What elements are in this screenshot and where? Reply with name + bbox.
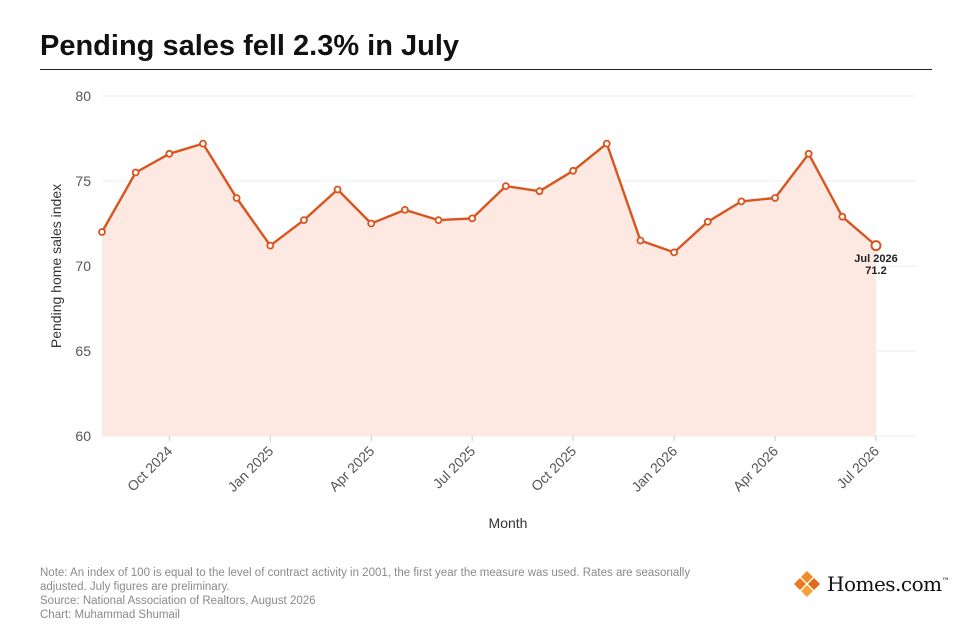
homes-logo: Homes.com™	[793, 570, 950, 598]
note-line-1: Note: An index of 100 is equal to the le…	[40, 567, 691, 579]
x-tick-label: Apr 2025	[326, 443, 378, 495]
data-point	[165, 149, 174, 158]
data-point	[232, 194, 241, 202]
x-tick-label: Oct 2025	[528, 443, 580, 495]
x-tick-label: Jul 2026	[833, 443, 882, 492]
x-tick-label: Jul 2025	[430, 443, 479, 492]
homes-logo-text: Homes.com™	[827, 572, 950, 596]
x-tick-label: Apr 2026	[730, 443, 782, 495]
data-point	[602, 139, 611, 148]
note-line-2: adjusted. July figures are preliminary.	[40, 581, 230, 593]
annotation-date-label: Jul 2026	[854, 253, 897, 265]
data-point	[535, 187, 544, 196]
data-point	[367, 219, 376, 228]
title-divider	[40, 69, 932, 70]
y-tick-label: 80	[75, 88, 91, 104]
annotation-value-label: 71.2	[865, 265, 886, 277]
data-point	[131, 168, 140, 177]
y-tick-label: 60	[75, 428, 91, 444]
data-point	[569, 166, 578, 175]
data-point	[804, 149, 813, 158]
data-point	[703, 217, 712, 226]
y-tick-label: 70	[75, 258, 91, 274]
x-tick-label: Jan 2026	[628, 443, 680, 495]
chart-title: Pending sales fell 2.3% in July	[40, 30, 460, 62]
data-point	[501, 182, 510, 191]
credit-line: Chart: Muhammad Shumail	[40, 609, 180, 621]
data-point	[400, 205, 409, 214]
y-axis-title: Pending home sales index	[48, 184, 64, 348]
footnotes: Note: An index of 100 is equal to the le…	[40, 566, 760, 622]
data-point	[300, 216, 308, 225]
y-tick-label: 65	[75, 343, 91, 359]
data-point	[771, 194, 779, 202]
x-tick-label: Jan 2025	[224, 443, 276, 495]
homes-logo-icon	[794, 571, 820, 597]
line-chart: 60 65 70 75 80 Oct 2024 Jan 2025 Apr 2025 Jul 2…	[48, 88, 916, 531]
data-point	[870, 240, 882, 252]
data-point	[434, 216, 443, 225]
x-tick-label: Oct 2024	[124, 443, 176, 495]
source-line: Source: National Association of Realtors…	[40, 595, 316, 607]
data-point	[636, 236, 645, 245]
data-point	[838, 212, 847, 221]
data-point	[266, 241, 275, 250]
y-tick-label: 75	[75, 173, 91, 189]
data-points	[98, 139, 882, 257]
data-point	[199, 139, 207, 148]
data-point	[333, 185, 342, 194]
series-line	[100, 142, 877, 254]
data-point	[737, 197, 746, 206]
data-point	[670, 248, 678, 257]
area-fill	[102, 143, 876, 436]
data-point	[98, 228, 106, 236]
data-point	[468, 214, 477, 223]
y-axis-ticks: 60 65 70 75 80	[75, 88, 91, 444]
x-axis-ticks: Oct 2024 Jan 2025 Apr 2025 Jul 2025 Oct 2025…	[124, 436, 882, 495]
x-axis-title: Month	[489, 515, 528, 531]
